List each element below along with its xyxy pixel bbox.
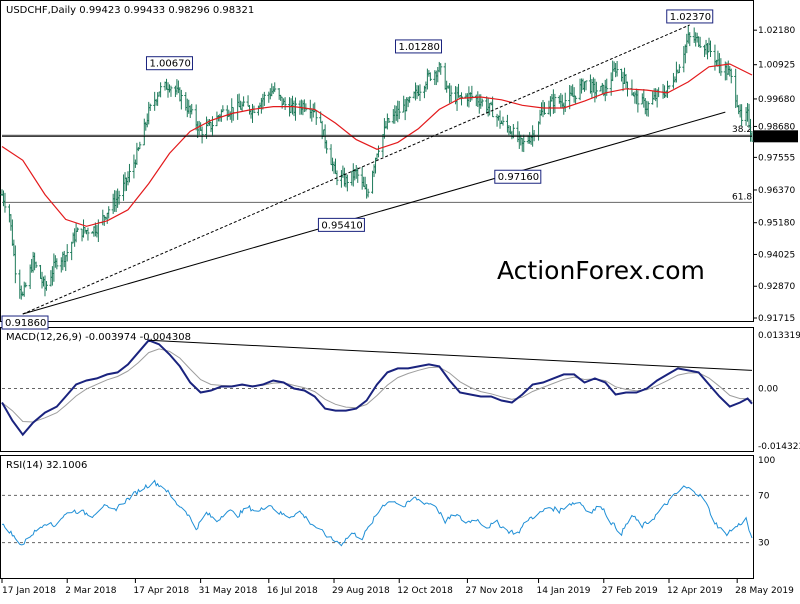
price-annotation: 1.01280 bbox=[395, 39, 443, 54]
moving-average-line bbox=[1, 63, 753, 227]
x-tick-label: 17 Jan 2018 bbox=[2, 586, 56, 596]
x-tick-label: 27 Feb 2019 bbox=[602, 586, 658, 596]
rsi-y-tick-label: 30 bbox=[758, 539, 770, 549]
macd-line bbox=[1, 339, 753, 437]
price-annotation-box bbox=[666, 9, 714, 24]
current-price-label: 0.98321 bbox=[757, 133, 794, 143]
price-annotation: 0.91860 bbox=[1, 315, 49, 330]
rsi-pane-frame bbox=[0, 455, 754, 579]
price-y-tick-label: 0.98680 bbox=[758, 122, 795, 132]
price-pane-title: USDCHF,Daily 0.99423 0.99433 0.98296 0.9… bbox=[6, 5, 254, 16]
price-annotation: 0.97160 bbox=[494, 169, 542, 184]
macd-signal-line bbox=[1, 348, 753, 423]
x-tick-label: 2 Mar 2018 bbox=[65, 586, 117, 596]
price-y-tick-label: 1.00925 bbox=[758, 61, 795, 71]
price-annotation-box bbox=[1, 315, 49, 330]
x-tick-label: 17 Apr 2018 bbox=[133, 586, 189, 596]
price-y-tick-label: 0.95180 bbox=[758, 219, 795, 229]
price-annotation-box bbox=[494, 169, 542, 184]
rsi-layer bbox=[1, 479, 753, 547]
price-annotation-text: 0.91860 bbox=[5, 318, 46, 329]
x-tick-label: 12 Apr 2019 bbox=[667, 586, 723, 596]
fib-level-label: 38.2 bbox=[732, 125, 752, 135]
macd-y-tick-label: -0.014323 bbox=[758, 442, 800, 452]
price-annotation: 1.00670 bbox=[145, 56, 193, 71]
macd-layer bbox=[1, 339, 753, 437]
price-annotation-text: 1.02370 bbox=[670, 12, 711, 23]
price-y-tick-label: 0.91715 bbox=[758, 314, 795, 324]
dashed-trend-line bbox=[22, 24, 690, 315]
price-annotation-box bbox=[145, 56, 193, 71]
x-tick-label: 28 May 2019 bbox=[735, 586, 794, 596]
rsi-line bbox=[1, 479, 753, 547]
price-y-tick-label: 0.92870 bbox=[758, 282, 795, 292]
x-tick-label: 29 Aug 2018 bbox=[332, 586, 390, 596]
fib-level-label: 61.8 bbox=[732, 192, 752, 202]
price-y-tick-label: 0.94025 bbox=[758, 250, 795, 260]
rsi-y-tick-label: 100 bbox=[758, 456, 775, 466]
price-annotation: 0.95410 bbox=[317, 217, 365, 232]
price-annotation-text: 0.97160 bbox=[498, 172, 539, 183]
rsi-y-tick-label: 70 bbox=[758, 491, 770, 501]
price-y-tick-label: 0.96370 bbox=[758, 186, 795, 196]
x-tick-label: 27 Nov 2018 bbox=[465, 586, 523, 596]
price-annotation-text: 1.01280 bbox=[399, 42, 440, 53]
macd-y-tick-label: 0.00 bbox=[758, 384, 778, 394]
x-tick-label: 14 Jan 2019 bbox=[537, 586, 591, 596]
rsi-pane-title: RSI(14) 32.1006 bbox=[6, 460, 87, 471]
price-y-tick-label: 1.02180 bbox=[758, 26, 795, 36]
support-trend-line bbox=[22, 111, 726, 315]
x-tick-label: 12 Oct 2018 bbox=[397, 586, 453, 596]
macd-trend-line bbox=[148, 339, 753, 371]
macd-pane-title: MACD(12,26,9) -0.003974 -0.004308 bbox=[6, 332, 191, 343]
price-annotation-text: 0.95410 bbox=[321, 220, 362, 231]
axis-layer: 1.02180 1.00925 0.99680 0.98680 0.97555 0.963… bbox=[1, 26, 800, 596]
price-y-tick-label: 0.99680 bbox=[758, 95, 795, 105]
price-annotation: 1.02370 bbox=[666, 9, 714, 24]
watermark: ActionForex.com bbox=[497, 256, 705, 285]
x-tick-label: 31 May 2018 bbox=[199, 586, 258, 596]
price-pane-frame bbox=[0, 0, 754, 322]
price-annotation-text: 1.00670 bbox=[149, 59, 190, 70]
current-price-tag bbox=[754, 130, 798, 143]
price-annotation-box bbox=[395, 39, 443, 54]
price-annotation-box bbox=[317, 217, 365, 232]
price-y-tick-label: 0.97555 bbox=[758, 153, 795, 163]
x-tick-label: 16 Jul 2018 bbox=[267, 586, 318, 596]
price-layer: 38.2 61.8 0.91860 1.00670 0.95410 1.01280 0.97… bbox=[0, 9, 798, 330]
macd-pane-frame bbox=[0, 327, 754, 452]
macd-y-tick-label: 0.013319 bbox=[758, 331, 800, 341]
